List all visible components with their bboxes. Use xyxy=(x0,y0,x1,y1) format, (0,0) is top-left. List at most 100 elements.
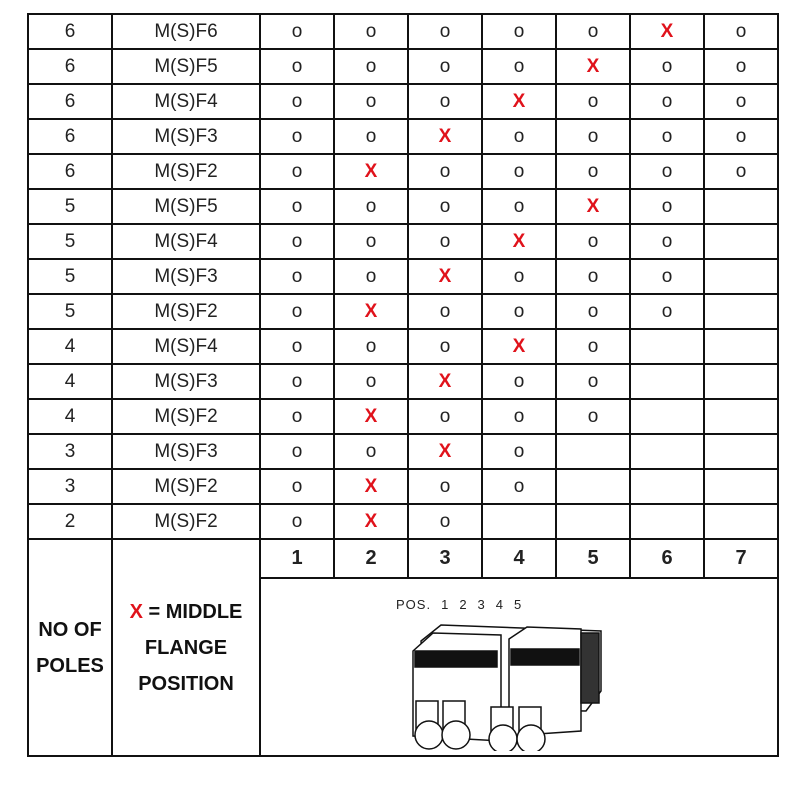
position-cell: o xyxy=(333,188,409,225)
poles-cell: 2 xyxy=(27,503,113,540)
position-cell xyxy=(629,328,705,365)
position-header: 1 xyxy=(259,538,335,579)
position-cell: o xyxy=(481,258,557,295)
position-cell xyxy=(703,293,779,330)
type-cell: M(S)F3 xyxy=(111,363,261,400)
poles-cell: 6 xyxy=(27,48,113,85)
middle-flange-cell: X xyxy=(407,258,483,295)
pos-number: 4 xyxy=(495,597,505,612)
position-cell: o xyxy=(259,328,335,365)
type-cell: M(S)F2 xyxy=(111,398,261,435)
position-header: 7 xyxy=(703,538,779,579)
position-cell: o xyxy=(407,398,483,435)
position-cell: o xyxy=(481,363,557,400)
position-cell: o xyxy=(629,258,705,295)
position-cell: o xyxy=(333,433,409,470)
position-cell xyxy=(555,468,631,505)
legend-line3: POSITION xyxy=(138,672,234,695)
position-cell: o xyxy=(407,153,483,190)
position-cell: o xyxy=(703,48,779,85)
poles-cell: 3 xyxy=(27,433,113,470)
type-cell: M(S)F2 xyxy=(111,503,261,540)
poles-label-line2: POLES xyxy=(36,654,104,677)
type-cell: M(S)F3 xyxy=(111,258,261,295)
position-cell xyxy=(481,503,557,540)
middle-flange-cell: X xyxy=(629,13,705,50)
position-cell: o xyxy=(555,13,631,50)
poles-cell: 6 xyxy=(27,153,113,190)
position-cell xyxy=(629,503,705,540)
middle-flange-cell: X xyxy=(407,433,483,470)
position-cell xyxy=(703,188,779,225)
position-cell: o xyxy=(629,223,705,260)
type-cell: M(S)F2 xyxy=(111,468,261,505)
position-cell: o xyxy=(555,293,631,330)
position-cell: o xyxy=(555,118,631,155)
poles-cell: 5 xyxy=(27,223,113,260)
poles-cell: 4 xyxy=(27,328,113,365)
pos-number: 3 xyxy=(477,597,486,612)
poles-cell: 5 xyxy=(27,188,113,225)
type-cell: M(S)F5 xyxy=(111,188,261,225)
poles-cell: 3 xyxy=(27,468,113,505)
position-cell xyxy=(703,258,779,295)
position-cell: o xyxy=(259,258,335,295)
position-header: 2 xyxy=(333,538,409,579)
type-cell: M(S)F2 xyxy=(111,153,261,190)
position-cell: o xyxy=(481,48,557,85)
connector-illustration xyxy=(412,624,602,751)
poles-cell: 6 xyxy=(27,118,113,155)
position-cell: o xyxy=(259,468,335,505)
position-cell: o xyxy=(555,223,631,260)
position-cell: o xyxy=(555,363,631,400)
position-cell: o xyxy=(259,293,335,330)
position-header: 3 xyxy=(407,538,483,579)
middle-flange-cell: X xyxy=(333,503,409,540)
middle-flange-cell: X xyxy=(481,83,557,120)
type-cell: M(S)F4 xyxy=(111,83,261,120)
poles-cell: 5 xyxy=(27,258,113,295)
position-cell xyxy=(703,503,779,540)
position-cell: o xyxy=(333,363,409,400)
position-cell: o xyxy=(629,48,705,85)
position-cell: o xyxy=(259,13,335,50)
position-cell: o xyxy=(259,433,335,470)
pos-number: 2 xyxy=(459,597,468,612)
middle-flange-cell: X xyxy=(333,293,409,330)
position-cell: o xyxy=(481,398,557,435)
position-cell: o xyxy=(259,503,335,540)
legend-line2: FLANGE xyxy=(144,636,228,659)
legend-cell: X = MIDDLE FLANGE POSITION xyxy=(111,538,261,757)
position-cell: o xyxy=(333,328,409,365)
position-cell xyxy=(629,398,705,435)
pos-number: 5 xyxy=(514,597,523,612)
poles-cell: 6 xyxy=(27,13,113,50)
position-cell: o xyxy=(629,153,705,190)
position-cell xyxy=(703,433,779,470)
middle-flange-cell: X xyxy=(407,363,483,400)
position-cell: o xyxy=(333,48,409,85)
position-cell xyxy=(703,363,779,400)
position-cell: o xyxy=(333,118,409,155)
position-header: 6 xyxy=(629,538,705,579)
position-cell: o xyxy=(407,13,483,50)
poles-cell: 4 xyxy=(27,363,113,400)
middle-flange-cell: X xyxy=(333,468,409,505)
position-cell: o xyxy=(555,153,631,190)
poles-label: NO OF POLES xyxy=(27,538,113,757)
position-cell: o xyxy=(629,293,705,330)
position-cell: o xyxy=(407,188,483,225)
type-cell: M(S)F3 xyxy=(111,433,261,470)
